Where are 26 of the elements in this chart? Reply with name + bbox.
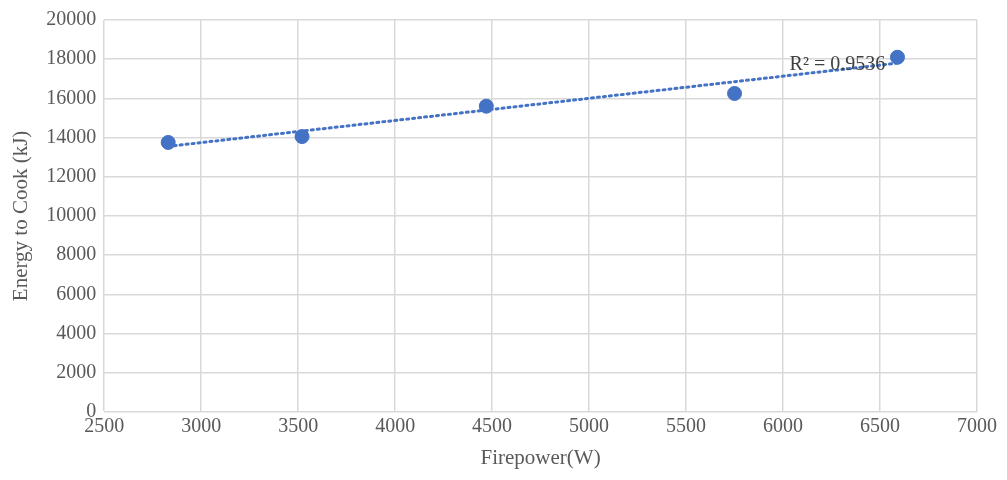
x-tick-label: 4000 [375, 414, 416, 437]
y-tick-label: 4000 [56, 320, 97, 343]
y-tick-label: 6000 [56, 281, 97, 304]
point [294, 129, 310, 145]
y-tick-label: 14000 [46, 124, 97, 147]
x-tick-label: 7000 [957, 414, 997, 437]
point [889, 49, 905, 65]
x-tick-label: 6500 [860, 414, 901, 437]
point [478, 98, 494, 114]
y-tick-label: 2000 [56, 359, 97, 382]
x-tick-label: 5000 [569, 414, 610, 437]
y-axis-title: Energy to Cook (kJ) [8, 130, 33, 302]
y-tick-label: 10000 [46, 203, 97, 226]
y-tick-label: 12000 [46, 163, 97, 186]
point [727, 85, 743, 101]
x-tick-label: 4500 [472, 414, 513, 437]
y-tick-label: 8000 [56, 242, 97, 265]
y-tick-label: 20000 [46, 7, 97, 30]
point [160, 134, 176, 150]
x-tick-label: 5500 [666, 414, 707, 437]
x-tick-label: 3500 [278, 414, 319, 437]
x-tick-label: 6000 [763, 414, 804, 437]
x-axis-title: Firepower(W) [480, 444, 601, 469]
y-tick-label: 18000 [46, 46, 97, 69]
y-tick-label: 16000 [46, 85, 97, 108]
x-tick-label: 3000 [181, 414, 222, 437]
